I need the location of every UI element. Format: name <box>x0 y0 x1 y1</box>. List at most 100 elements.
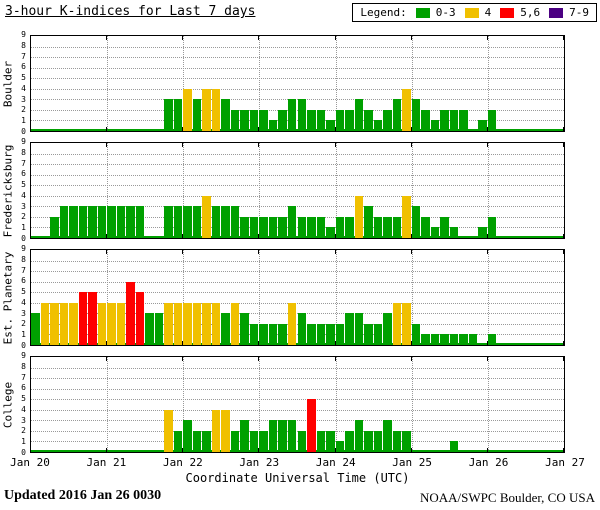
k-index-bar <box>478 227 487 238</box>
y-tick-label: 5 <box>21 287 26 297</box>
y-tick-label: 6 <box>21 276 26 286</box>
gridline-vertical <box>259 250 261 345</box>
k-index-bar <box>449 109 459 131</box>
k-index-bar <box>487 109 497 131</box>
k-index-bar <box>202 195 211 238</box>
x-tick-label: Jan 21 <box>86 456 127 469</box>
k-index-bar <box>421 216 430 238</box>
legend: Legend: 0-3 4 5,6 7-9 <box>352 3 597 22</box>
axis-tick <box>486 234 488 238</box>
k-index-bar <box>335 216 345 238</box>
k-index-bar <box>278 420 287 452</box>
gridline-vertical <box>487 143 489 238</box>
k-index-bar <box>183 206 192 238</box>
y-tick-label: 4 <box>21 190 26 200</box>
y-tick-label: 6 <box>21 62 26 72</box>
k-index-bar <box>183 420 192 452</box>
axis-tick <box>182 36 184 40</box>
gridline-vertical <box>335 357 337 452</box>
y-tick-label: 1 <box>21 116 26 126</box>
legend-label: Legend: <box>360 6 407 19</box>
k-index-bar <box>392 430 402 452</box>
k-index-bar <box>468 334 478 345</box>
axis-tick <box>410 250 412 254</box>
k-index-bar <box>459 109 468 131</box>
axis-tick <box>486 36 488 40</box>
k-index-bar <box>240 216 249 238</box>
axis-tick <box>30 234 31 238</box>
k-index-bar <box>449 227 459 238</box>
k-index-bar <box>335 441 345 452</box>
k-index-bar <box>154 313 164 345</box>
k-index-bar <box>373 430 383 452</box>
k-index-bar <box>145 313 154 345</box>
k-index-bar <box>59 206 69 238</box>
axis-tick <box>563 448 564 452</box>
gridline-horizontal <box>31 153 564 155</box>
y-tick-label: 0 <box>21 448 26 457</box>
k-index-bar <box>335 109 345 131</box>
k-index-bar <box>307 216 316 238</box>
axis-tick <box>30 357 31 361</box>
gridline-vertical <box>411 250 413 345</box>
axis-tick <box>486 357 488 361</box>
x-axis-tick-labels: Jan 20 Jan 21 Jan 22 Jan 23 Jan 24 Jan 25 Jan … <box>10 456 585 469</box>
k-index-bar <box>183 302 192 345</box>
axis-tick <box>182 341 184 345</box>
k-index-bar <box>40 302 50 345</box>
k-index-bar <box>192 302 202 345</box>
y-tick-label: 7 <box>21 265 26 275</box>
k-index-bar <box>354 313 364 345</box>
updated-timestamp: Updated 2016 Jan 26 0030 <box>4 488 162 503</box>
k-index-bar <box>221 313 230 345</box>
k-index-bar <box>173 206 183 238</box>
k-index-bar <box>268 120 278 131</box>
y-tick-label: 1 <box>21 223 26 233</box>
x-tick-label: Jan 23 <box>239 456 280 469</box>
k-index-bar <box>268 323 278 345</box>
axis-tick <box>486 250 488 254</box>
axis-tick <box>410 357 412 361</box>
k-index-bar <box>316 323 326 345</box>
k-index-bar <box>487 216 497 238</box>
k-index-bar <box>230 430 240 452</box>
k-index-bar <box>135 206 145 238</box>
axis-tick <box>563 341 564 345</box>
k-index-bar <box>107 302 116 345</box>
k-index-bar <box>287 302 297 345</box>
y-tick-label: 3 <box>21 308 26 318</box>
k-index-bar <box>449 334 459 345</box>
axis-tick <box>410 341 412 345</box>
axis-tick <box>410 143 412 147</box>
k-index-bar <box>88 292 97 345</box>
legend-item-label: 5,6 <box>520 6 541 19</box>
legend-item-label: 0-3 <box>435 6 456 19</box>
k-index-bar <box>316 216 326 238</box>
axis-tick <box>563 127 564 131</box>
k-index-bar <box>287 99 297 131</box>
gridline-vertical <box>107 143 109 238</box>
gridline-vertical <box>335 250 337 345</box>
gridline-vertical <box>183 250 185 345</box>
k-index-bar <box>297 430 307 452</box>
gridline-horizontal <box>31 185 564 187</box>
gridline-vertical <box>107 250 109 345</box>
gridline-horizontal <box>31 57 564 59</box>
k-index-bar <box>307 109 316 131</box>
k-index-bar <box>307 399 316 452</box>
gridline-horizontal <box>31 378 564 380</box>
k-index-bar <box>326 430 335 452</box>
k-index-bar <box>50 216 59 238</box>
k-index-bar <box>221 206 230 238</box>
axis-tick <box>182 143 184 147</box>
gridline-horizontal <box>31 164 564 166</box>
k-index-bar <box>126 206 135 238</box>
y-tick-label: 7 <box>21 158 26 168</box>
gridline-vertical <box>487 36 489 131</box>
k-index-bar <box>345 313 354 345</box>
k-index-bar <box>335 323 345 345</box>
y-tick-label: 7 <box>21 51 26 61</box>
k-index-bar <box>202 88 211 131</box>
